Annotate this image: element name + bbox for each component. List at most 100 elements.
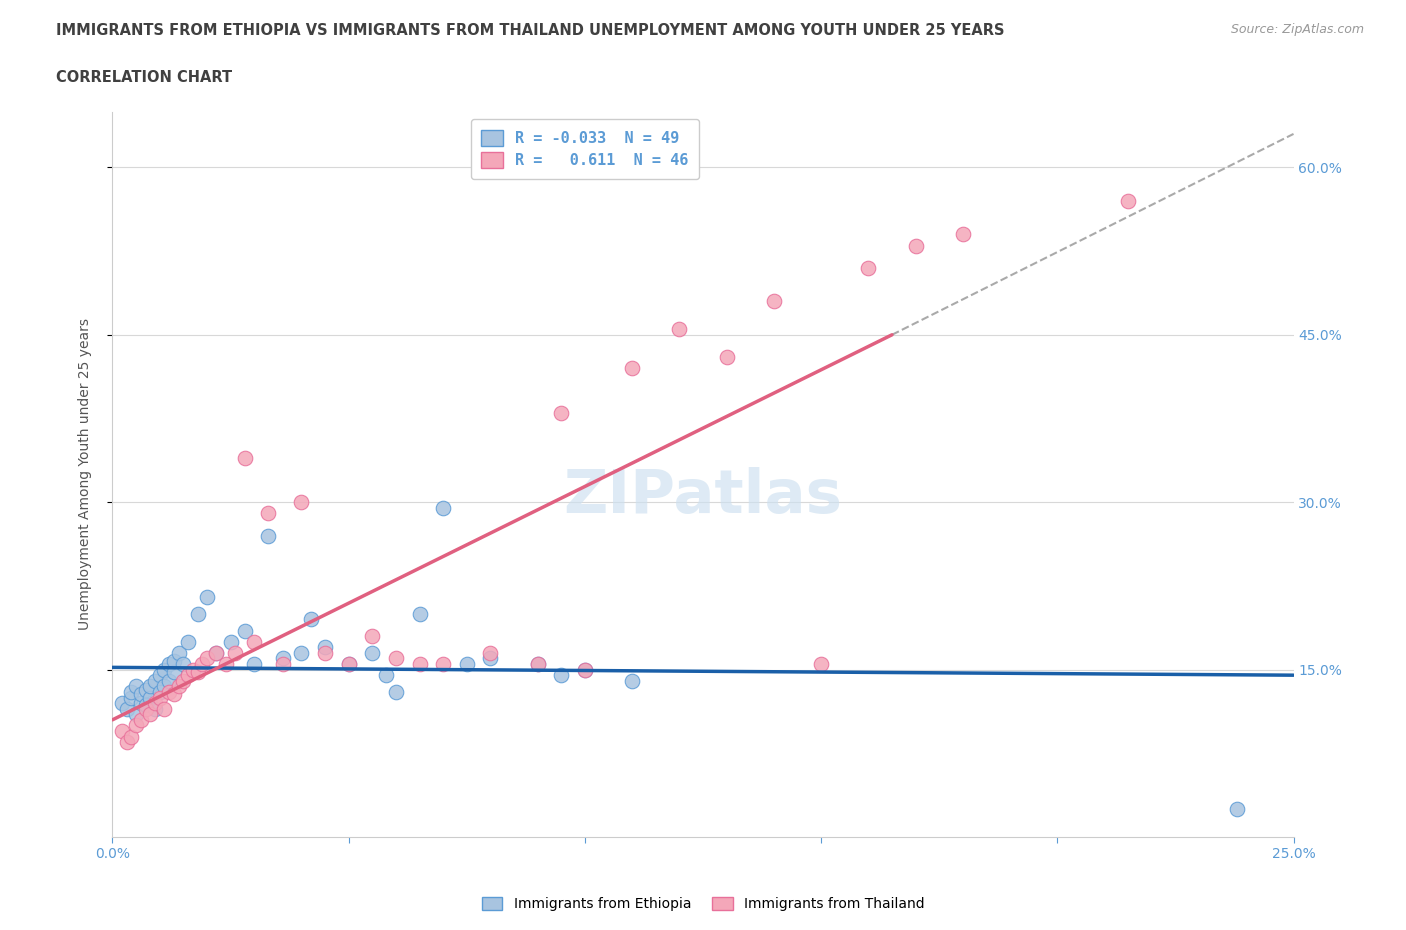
Point [172, 657, 194, 671]
Point [139, 707, 162, 722]
Point [337, 657, 360, 671]
Point [120, 690, 142, 705]
Point [115, 735, 138, 750]
Point [621, 673, 644, 688]
Point [375, 668, 398, 683]
Point [385, 684, 408, 699]
Point [479, 651, 502, 666]
Point [243, 657, 266, 671]
Point [361, 629, 384, 644]
Point [149, 684, 172, 699]
Point [762, 294, 785, 309]
Point [716, 350, 738, 365]
Point [163, 686, 186, 701]
Point [115, 701, 138, 716]
Text: ZIPatlas: ZIPatlas [564, 467, 842, 525]
Point [1116, 193, 1139, 208]
Point [135, 683, 157, 698]
Point [191, 657, 214, 671]
Point [205, 645, 228, 660]
Point [257, 506, 280, 521]
Point [408, 606, 430, 621]
Point [271, 651, 294, 666]
Point [257, 528, 280, 543]
Point [195, 590, 218, 604]
Point [125, 718, 148, 733]
Point [181, 662, 204, 677]
Point [177, 668, 200, 683]
Point [163, 664, 186, 679]
Point [904, 238, 927, 253]
Point [385, 651, 408, 666]
Legend: Immigrants from Ethiopia, Immigrants from Thailand: Immigrants from Ethiopia, Immigrants fro… [475, 891, 931, 919]
Point [668, 322, 690, 337]
Point [157, 673, 180, 688]
Point [526, 657, 548, 671]
Point [526, 657, 548, 671]
Point [120, 684, 142, 699]
Point [361, 645, 384, 660]
Point [143, 673, 166, 688]
Point [550, 405, 572, 420]
Point [186, 664, 208, 679]
Point [157, 684, 180, 699]
Text: CORRELATION CHART: CORRELATION CHART [56, 70, 232, 85]
Text: Source: ZipAtlas.com: Source: ZipAtlas.com [1230, 23, 1364, 36]
Point [233, 450, 256, 465]
Point [139, 679, 162, 694]
Point [163, 653, 186, 668]
Point [135, 698, 157, 712]
Point [621, 361, 644, 376]
Point [1226, 802, 1249, 817]
Point [153, 679, 176, 694]
Point [858, 260, 880, 275]
Point [143, 701, 166, 716]
Legend: R = -0.033  N = 49, R =   0.611  N = 46: R = -0.033 N = 49, R = 0.611 N = 46 [471, 119, 699, 179]
Point [177, 634, 200, 649]
Point [129, 712, 152, 727]
Point [574, 662, 596, 677]
Point [143, 696, 166, 711]
Point [219, 634, 242, 649]
Point [125, 679, 148, 694]
Point [314, 645, 336, 660]
Point [129, 696, 152, 711]
Point [153, 662, 176, 677]
Point [299, 612, 322, 627]
Point [432, 657, 454, 671]
Point [149, 668, 172, 683]
Point [111, 724, 134, 738]
Y-axis label: Unemployment Among Youth under 25 years: Unemployment Among Youth under 25 years [77, 318, 91, 631]
Point [408, 657, 430, 671]
Point [111, 696, 134, 711]
Point [135, 701, 157, 716]
Point [139, 690, 162, 705]
Point [149, 690, 172, 705]
Point [290, 645, 312, 660]
Point [233, 623, 256, 638]
Point [157, 657, 180, 671]
Point [337, 657, 360, 671]
Point [125, 707, 148, 722]
Point [290, 495, 312, 510]
Point [574, 662, 596, 677]
Point [810, 657, 832, 671]
Point [167, 645, 190, 660]
Point [432, 500, 454, 515]
Text: IMMIGRANTS FROM ETHIOPIA VS IMMIGRANTS FROM THAILAND UNEMPLOYMENT AMONG YOUTH UN: IMMIGRANTS FROM ETHIOPIA VS IMMIGRANTS F… [56, 23, 1005, 38]
Point [479, 645, 502, 660]
Point [550, 668, 572, 683]
Point [120, 729, 142, 744]
Point [456, 657, 478, 671]
Point [153, 701, 176, 716]
Point [243, 634, 266, 649]
Point [167, 679, 190, 694]
Point [314, 640, 336, 655]
Point [224, 645, 246, 660]
Point [271, 657, 294, 671]
Point [186, 606, 208, 621]
Point [215, 657, 238, 671]
Point [952, 227, 974, 242]
Point [129, 686, 152, 701]
Point [172, 673, 194, 688]
